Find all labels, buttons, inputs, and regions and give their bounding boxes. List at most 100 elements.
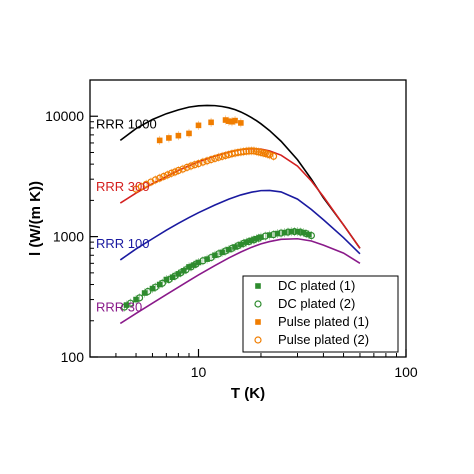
curve-rrr-100 — [119, 189, 361, 261]
x-tick-label: 10 — [191, 364, 207, 380]
legend-item-dc-plated-2: DC plated (2) — [254, 296, 355, 311]
data-point — [199, 257, 207, 265]
data-point — [179, 165, 187, 173]
data-point — [194, 160, 203, 168]
data-point — [175, 132, 182, 139]
data-point — [126, 299, 135, 307]
data-point — [135, 294, 144, 302]
y-axis-title: l (W/(m K)) — [27, 181, 44, 256]
curve-rrr-30 — [119, 237, 361, 325]
data-point — [191, 161, 199, 169]
legend-marker — [254, 336, 262, 344]
data-point — [211, 154, 219, 163]
legend-label: DC plated (1) — [278, 278, 355, 293]
legend-label: Pulse plated (2) — [278, 332, 369, 347]
data-point — [245, 147, 253, 155]
data-point — [277, 229, 285, 237]
data-point — [229, 118, 235, 125]
data-point — [181, 268, 187, 274]
data-point — [183, 163, 191, 171]
legend: DC plated (1) DC plated (2) Pulse plated (… — [242, 275, 399, 353]
y-tick-label: 100 — [61, 349, 85, 365]
data-point — [133, 296, 139, 303]
legend-item-dc-plated-1: DC plated (1) — [255, 278, 355, 293]
curve-label-rrr-300: RRR 300 — [96, 179, 149, 194]
data-point — [265, 151, 274, 159]
data-point — [151, 283, 160, 291]
data-point — [274, 230, 281, 237]
curve-rrr-300 — [119, 147, 361, 249]
legend-item-pulse-plated-1: Pulse plated (1) — [255, 314, 369, 329]
plot-frame — [89, 79, 407, 358]
data-point — [156, 137, 163, 144]
data-point — [207, 253, 215, 262]
data-points — [120, 115, 315, 312]
data-point — [269, 230, 278, 239]
curve-labels: RRR 1000 RRR 300 RRR 100 RRR 30 — [96, 116, 157, 314]
x-tick-label: 100 — [394, 364, 418, 380]
curve-label-rrr-1000: RRR 1000 — [96, 116, 157, 131]
data-point — [212, 252, 218, 259]
data-point — [215, 250, 223, 258]
y-tick-label: 10000 — [45, 108, 84, 124]
data-point — [242, 147, 250, 155]
data-point — [192, 260, 200, 268]
data-point — [219, 249, 225, 256]
legend-label: DC plated (2) — [278, 296, 355, 311]
curve-label-rrr-100: RRR 100 — [96, 236, 149, 251]
data-point — [226, 118, 232, 124]
data-point — [156, 174, 164, 182]
axis-ticks: 10 100 100 1000 10000 — [45, 79, 418, 380]
series-pulse-plated-2 — [132, 146, 278, 194]
legend-marker — [254, 300, 262, 308]
data-point — [175, 271, 182, 277]
legend-marker — [255, 283, 261, 289]
data-point — [171, 272, 179, 280]
series-dc-plated-2 — [120, 227, 315, 312]
data-point — [199, 158, 207, 166]
series-pulse-plated-1 — [156, 115, 244, 145]
data-point — [250, 236, 258, 244]
data-point — [203, 157, 211, 165]
legend-marker — [255, 319, 261, 325]
data-point — [166, 135, 172, 141]
data-point — [218, 152, 226, 160]
data-point — [307, 231, 315, 240]
data-point — [247, 147, 256, 155]
data-point — [269, 152, 278, 160]
data-point — [165, 275, 173, 284]
data-point — [208, 119, 214, 126]
data-point — [160, 172, 168, 181]
data-point — [222, 117, 229, 123]
data-point — [266, 232, 273, 238]
data-point — [221, 247, 230, 255]
data-point — [177, 269, 185, 277]
data-point — [187, 162, 195, 170]
data-point — [215, 153, 223, 161]
data-point — [238, 120, 244, 126]
data-point — [232, 117, 238, 124]
data-point — [195, 122, 202, 129]
data-point — [167, 169, 175, 177]
data-point — [207, 156, 215, 164]
data-point — [255, 234, 263, 242]
legend-item-pulse-plated-2: Pulse plated (2) — [254, 332, 369, 347]
data-point — [120, 303, 129, 311]
x-axis-title: T (K) — [231, 385, 265, 402]
curve-label-rrr-30: RRR 30 — [96, 299, 142, 314]
data-point — [174, 166, 182, 175]
curve-rrr-1000 — [119, 104, 361, 249]
data-point — [164, 171, 172, 179]
data-point — [186, 130, 192, 137]
data-point — [144, 287, 152, 296]
legend-label: Pulse plated (1) — [278, 314, 369, 329]
data-point — [186, 264, 192, 270]
data-point — [171, 168, 179, 176]
legend-box — [242, 275, 399, 353]
data-point — [261, 232, 269, 240]
data-point — [151, 176, 160, 184]
y-tick-label: 1000 — [53, 229, 84, 245]
data-point — [158, 279, 167, 287]
data-point — [228, 244, 236, 252]
